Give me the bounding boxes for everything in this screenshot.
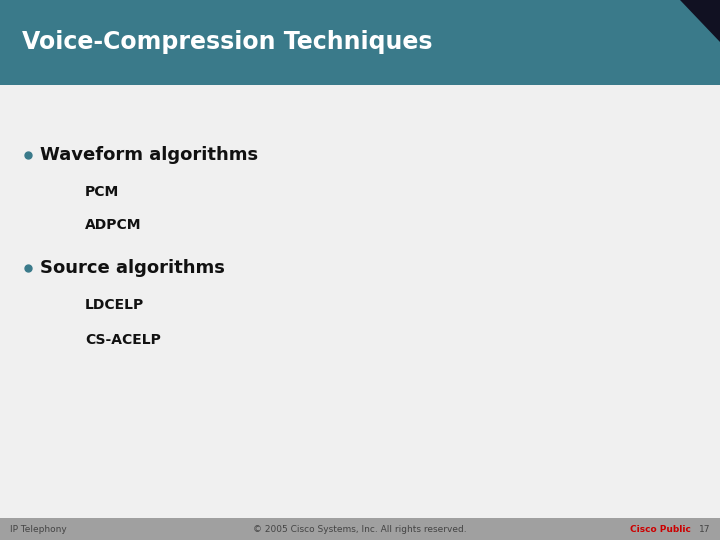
Text: 17: 17 (698, 524, 710, 534)
Bar (0, 0, 720, 85)
Text: CS-ACELP: CS-ACELP (85, 333, 161, 347)
Text: PCM: PCM (85, 185, 120, 199)
Bar (0, 518, 720, 540)
Text: LDCELP: LDCELP (85, 298, 144, 312)
Text: ADPCM: ADPCM (85, 218, 142, 232)
Text: © 2005 Cisco Systems, Inc. All rights reserved.: © 2005 Cisco Systems, Inc. All rights re… (253, 524, 467, 534)
Text: Voice-Compression Techniques: Voice-Compression Techniques (22, 30, 433, 55)
Text: IP Telephony: IP Telephony (10, 524, 67, 534)
Text: Cisco Public: Cisco Public (630, 524, 691, 534)
Polygon shape (680, 0, 720, 42)
Text: Source algorithms: Source algorithms (40, 259, 225, 277)
Text: Waveform algorithms: Waveform algorithms (40, 146, 258, 164)
